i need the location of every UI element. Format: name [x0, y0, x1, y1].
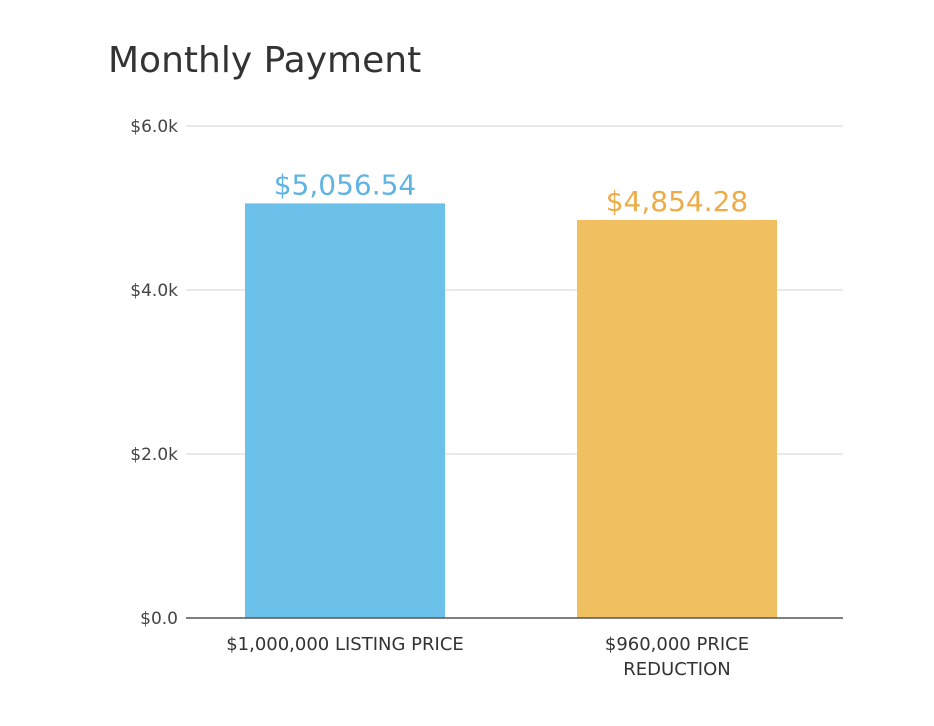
bar [245, 203, 445, 619]
chart-title: Monthly Payment [108, 40, 422, 81]
y-tick-label: $2.0k [130, 445, 178, 465]
x-tick-label: $1,000,000 LISTING PRICE [226, 634, 464, 655]
y-tick-label: $0.0 [140, 609, 178, 629]
data-label: $5,056.54 [274, 168, 417, 201]
x-tick-label: REDUCTION [623, 659, 730, 680]
x-tick-label: $960,000 PRICE [605, 634, 749, 655]
y-tick-label: $4.0k [130, 281, 178, 301]
y-tick-label: $6.0k [130, 117, 178, 137]
data-label: $4,854.28 [606, 185, 749, 218]
bar [577, 219, 777, 618]
